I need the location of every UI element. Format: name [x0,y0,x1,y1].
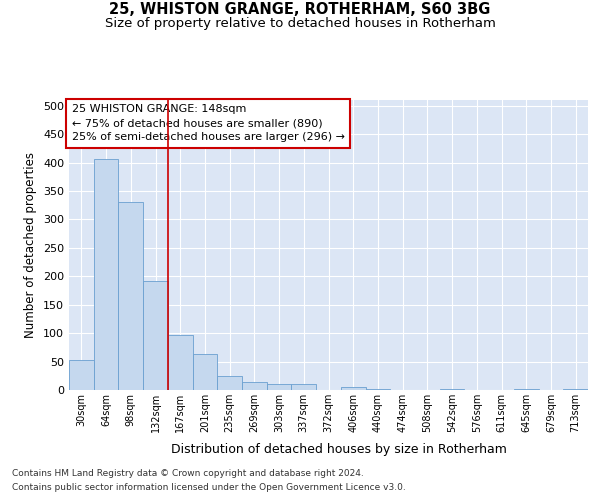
Bar [341,386,365,390]
Bar [563,389,588,390]
Bar [94,159,118,390]
Bar [440,389,464,390]
Bar [193,354,217,390]
Text: 25, WHISTON GRANGE, ROTHERHAM, S60 3BG: 25, WHISTON GRANGE, ROTHERHAM, S60 3BG [109,2,491,18]
Bar [143,281,168,390]
Bar [118,202,143,390]
Text: Distribution of detached houses by size in Rotherham: Distribution of detached houses by size … [171,442,507,456]
Bar [365,389,390,390]
Y-axis label: Number of detached properties: Number of detached properties [25,152,37,338]
Bar [217,376,242,390]
Bar [168,335,193,390]
Bar [69,360,94,390]
Text: Contains public sector information licensed under the Open Government Licence v3: Contains public sector information licen… [12,484,406,492]
Text: Contains HM Land Registry data © Crown copyright and database right 2024.: Contains HM Land Registry data © Crown c… [12,468,364,477]
Text: 25 WHISTON GRANGE: 148sqm
← 75% of detached houses are smaller (890)
25% of semi: 25 WHISTON GRANGE: 148sqm ← 75% of detac… [71,104,344,142]
Bar [267,384,292,390]
Bar [514,389,539,390]
Bar [292,384,316,390]
Bar [242,382,267,390]
Text: Size of property relative to detached houses in Rotherham: Size of property relative to detached ho… [104,18,496,30]
